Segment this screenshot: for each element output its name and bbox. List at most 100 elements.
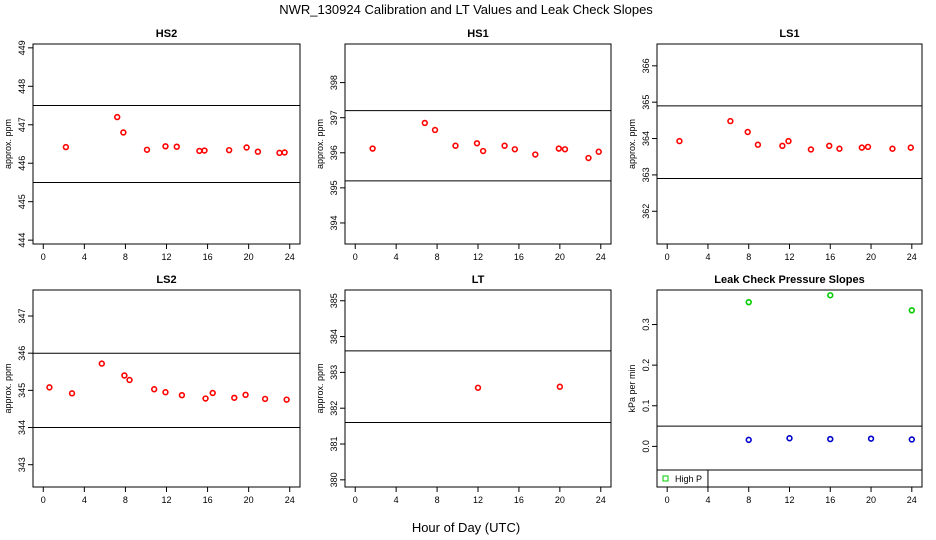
legend-label: High P bbox=[675, 474, 702, 484]
x-tick-label: 8 bbox=[435, 495, 440, 505]
panel-title: LT bbox=[472, 274, 485, 286]
data-point bbox=[173, 143, 180, 150]
data-point bbox=[827, 292, 834, 299]
data-point bbox=[474, 384, 482, 391]
x-tick-label: 24 bbox=[596, 495, 606, 505]
y-tick-label: 365 bbox=[641, 95, 651, 110]
x-tick-label: 16 bbox=[514, 252, 524, 262]
x-tick-label: 8 bbox=[746, 495, 751, 505]
y-axis-label: approx. ppm bbox=[3, 363, 13, 413]
data-point bbox=[283, 396, 290, 403]
data-point bbox=[162, 389, 169, 396]
plot-frame bbox=[344, 289, 612, 488]
data-point bbox=[867, 435, 875, 442]
data-point bbox=[231, 394, 238, 401]
y-tick-label: 0.1 bbox=[641, 400, 651, 413]
x-tick-label: 8 bbox=[123, 252, 128, 262]
x-tick-label: 0 bbox=[41, 495, 46, 505]
y-axis-label: approx. ppm bbox=[315, 119, 325, 169]
data-point bbox=[369, 145, 376, 152]
panel-title: LS2 bbox=[156, 274, 176, 286]
data-point bbox=[479, 147, 487, 155]
y-tick-label: 345 bbox=[17, 383, 27, 398]
data-point bbox=[561, 146, 569, 153]
data-point bbox=[907, 144, 914, 151]
y-tick-label: 444 bbox=[17, 233, 27, 248]
x-tick-label: 24 bbox=[907, 252, 917, 262]
panel-5: LT 0 4 8 12 16 20 24 380 381 382 383 384 385 approx. p… bbox=[315, 274, 612, 505]
y-tick-label: 397 bbox=[329, 110, 339, 125]
data-point bbox=[121, 372, 128, 379]
data-point bbox=[532, 151, 539, 158]
data-point bbox=[62, 143, 70, 151]
x-tick-label: 20 bbox=[555, 495, 565, 505]
data-point bbox=[276, 149, 283, 157]
panel-6: Leak Check Pressure Slopes 0 4 8 12 16 20 24 0.0… bbox=[627, 274, 923, 505]
y-tick-label: 0.2 bbox=[641, 359, 651, 372]
x-tick-label: 0 bbox=[665, 252, 670, 262]
y-tick-label: 346 bbox=[17, 346, 27, 361]
data-point bbox=[421, 119, 428, 127]
x-tick-label: 4 bbox=[705, 495, 710, 505]
y-tick-label: 0.3 bbox=[641, 318, 651, 331]
panel-2: HS1 0 4 8 12 16 20 24 394 395 396 397 398 approx. ppm bbox=[315, 28, 612, 262]
x-tick-label: 12 bbox=[161, 495, 171, 505]
x-tick-label: 16 bbox=[203, 252, 213, 262]
y-tick-label: 394 bbox=[329, 215, 339, 230]
data-point bbox=[744, 128, 751, 136]
data-point bbox=[120, 129, 127, 136]
panel-title: HS1 bbox=[467, 28, 488, 40]
x-tick-label: 4 bbox=[705, 252, 710, 262]
x-tick-label: 12 bbox=[473, 495, 483, 505]
data-point bbox=[254, 148, 262, 155]
x-tick-label: 20 bbox=[244, 495, 254, 505]
data-point bbox=[126, 376, 133, 384]
data-point bbox=[242, 391, 249, 399]
data-point bbox=[150, 386, 158, 393]
y-tick-label: 383 bbox=[329, 365, 339, 380]
y-tick-label: 449 bbox=[17, 40, 27, 55]
x-tick-label: 16 bbox=[514, 495, 524, 505]
y-tick-label: 380 bbox=[329, 472, 339, 487]
data-point bbox=[745, 436, 752, 444]
data-point bbox=[864, 143, 872, 151]
y-tick-label: 362 bbox=[641, 204, 651, 219]
data-point bbox=[68, 390, 76, 397]
y-tick-label: 384 bbox=[329, 329, 339, 344]
data-point bbox=[98, 360, 106, 367]
y-tick-label: 0.0 bbox=[641, 440, 651, 453]
x-tick-label: 16 bbox=[203, 495, 213, 505]
y-axis-label: kPa per min bbox=[627, 364, 637, 412]
y-tick-label: 398 bbox=[329, 75, 339, 90]
data-point bbox=[143, 146, 151, 153]
data-point bbox=[261, 395, 269, 403]
data-point bbox=[745, 298, 752, 306]
x-tick-label: 24 bbox=[285, 495, 295, 505]
panel-1: HS2 0 4 8 12 16 20 24 444 445 446 447 448 449 approx. … bbox=[3, 28, 301, 262]
y-tick-label: 446 bbox=[17, 156, 27, 171]
x-tick-label: 24 bbox=[907, 495, 917, 505]
y-tick-label: 396 bbox=[329, 145, 339, 160]
data-point bbox=[727, 117, 734, 125]
x-tick-label: 12 bbox=[161, 252, 171, 262]
y-tick-label: 447 bbox=[17, 117, 27, 132]
x-tick-label: 12 bbox=[784, 495, 794, 505]
data-point bbox=[858, 144, 866, 151]
data-point bbox=[201, 147, 208, 154]
figure-title: NWR_130924 Calibration and LT Values and… bbox=[279, 2, 653, 17]
data-point bbox=[501, 142, 508, 149]
x-tick-label: 0 bbox=[353, 252, 358, 262]
plot-frame bbox=[344, 43, 612, 245]
y-tick-label: 343 bbox=[17, 457, 27, 472]
data-point bbox=[162, 143, 169, 150]
panel-title: LS1 bbox=[779, 28, 799, 40]
y-tick-label: 381 bbox=[329, 437, 339, 452]
data-point bbox=[196, 147, 203, 155]
x-tick-label: 12 bbox=[784, 252, 794, 262]
x-tick-label: 4 bbox=[394, 252, 399, 262]
legend-marker bbox=[662, 475, 669, 482]
y-tick-label: 395 bbox=[329, 180, 339, 195]
panel-3: LS1 0 4 8 12 16 20 24 362 363 364 365 366 approx. ppm bbox=[627, 28, 923, 262]
